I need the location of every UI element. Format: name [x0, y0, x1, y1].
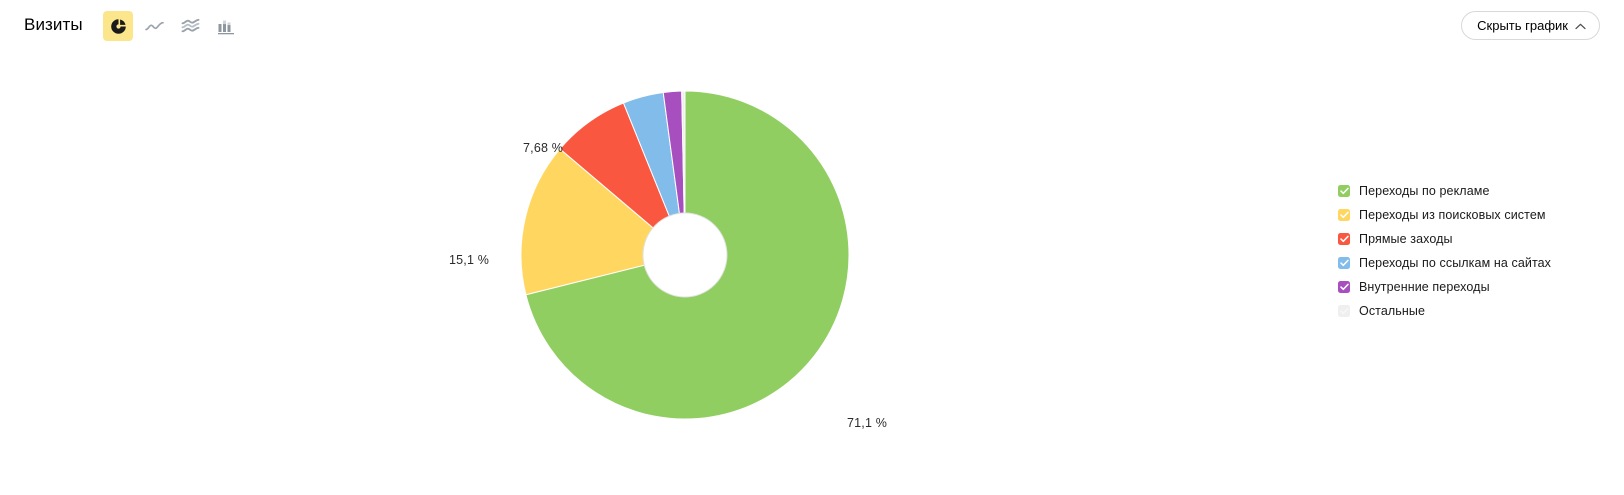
- stacked-area-chart-icon: [181, 18, 200, 35]
- legend-item-label: Переходы из поисковых систем: [1359, 208, 1546, 222]
- chart-type-selector: [103, 11, 241, 41]
- chevron-up-icon: [1575, 18, 1586, 33]
- legend-item-label: Переходы по рекламе: [1359, 184, 1490, 198]
- check-icon: [1339, 307, 1349, 315]
- panel-header: Визиты: [0, 0, 1624, 52]
- line-chart-icon: [144, 18, 164, 35]
- chart-legend: Переходы по рекламе Переходы из поисковых…: [1338, 179, 1624, 323]
- check-icon: [1339, 283, 1349, 291]
- line-chart-type-button[interactable]: [139, 11, 169, 41]
- bar-chart-type-button[interactable]: [211, 11, 241, 41]
- area-chart-type-button[interactable]: [175, 11, 205, 41]
- donut-hole: [642, 212, 728, 298]
- legend-checkbox-checked[interactable]: [1338, 257, 1350, 269]
- hide-chart-button[interactable]: Скрыть график: [1461, 11, 1600, 40]
- pie-slice-label-0: 71,1 %: [847, 416, 888, 430]
- hide-chart-label: Скрыть график: [1477, 18, 1568, 33]
- legend-item[interactable]: Переходы из поисковых систем: [1338, 203, 1624, 227]
- pie-chart-icon: [110, 18, 127, 35]
- check-icon: [1339, 235, 1349, 243]
- legend-item[interactable]: Переходы по ссылкам на сайтах: [1338, 251, 1624, 275]
- legend-item-label: Остальные: [1359, 304, 1426, 318]
- legend-item[interactable]: Внутренние переходы: [1338, 275, 1624, 299]
- legend-checkbox-checked[interactable]: [1338, 233, 1350, 245]
- legend-item-label: Внутренние переходы: [1359, 280, 1490, 294]
- legend-item[interactable]: Переходы по рекламе: [1338, 179, 1624, 203]
- legend-item[interactable]: Остальные: [1338, 299, 1624, 323]
- pie-chart-svg[interactable]: [500, 70, 870, 440]
- chart-canvas: 71,1 % 15,1 % 7,68 %: [0, 52, 1330, 495]
- legend-item-label: Переходы по ссылкам на сайтах: [1359, 256, 1552, 270]
- pie-slice-label-1: 15,1 %: [449, 253, 490, 267]
- legend-checkbox-checked[interactable]: [1338, 185, 1350, 197]
- pie-chart: [500, 70, 870, 440]
- pie-chart-type-button[interactable]: [103, 11, 133, 41]
- legend-item[interactable]: Прямые заходы: [1338, 227, 1624, 251]
- check-icon: [1339, 259, 1349, 267]
- bar-chart-icon: [217, 18, 235, 35]
- check-icon: [1339, 187, 1349, 195]
- pie-slice-label-2: 7,68 %: [523, 141, 564, 155]
- check-icon: [1339, 211, 1349, 219]
- legend-checkbox-checked[interactable]: [1338, 209, 1350, 221]
- page-title: Визиты: [24, 15, 83, 34]
- legend-checkbox-unchecked[interactable]: [1338, 305, 1350, 317]
- legend-checkbox-checked[interactable]: [1338, 281, 1350, 293]
- legend-item-label: Прямые заходы: [1359, 232, 1453, 246]
